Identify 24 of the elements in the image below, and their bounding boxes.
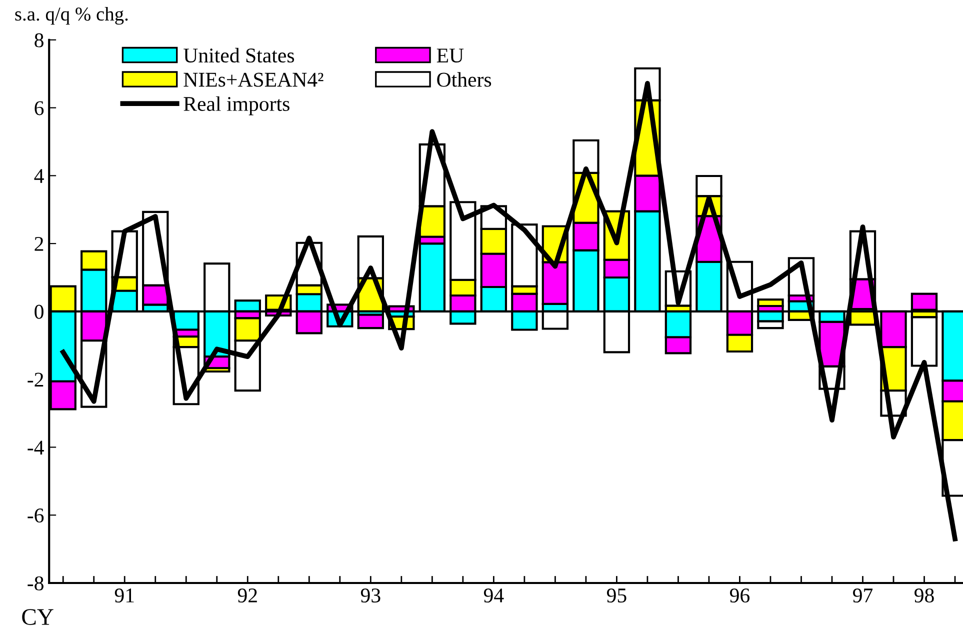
y-axis-title: s.a. q/q % chg.	[15, 6, 128, 25]
x-tick-label: 95	[606, 588, 626, 603]
x-tick-label: 92	[238, 588, 257, 603]
x-tick-label: 93	[360, 588, 380, 603]
y-tick-label: -6	[28, 508, 44, 523]
y-tick-label: 6	[34, 101, 44, 116]
x-tick-label: 96	[730, 588, 750, 603]
legend-label: NIEs+ASEAN4²	[184, 72, 324, 87]
legend-label: Real imports	[184, 96, 290, 116]
x-tick-label: 91	[114, 588, 134, 603]
text: CY	[22, 609, 54, 625]
legend-label: Others	[437, 72, 492, 87]
y-tick-label: 4	[34, 169, 44, 183]
y-tick-label: 8	[34, 33, 44, 48]
x-tick-label: 94	[484, 588, 504, 603]
x-tick-label: 98	[914, 588, 934, 603]
y-tick-label: 2	[34, 236, 44, 251]
legend-label: EU	[436, 48, 464, 63]
y-tick-label: -8	[28, 576, 44, 590]
y-tick-label: 0	[34, 304, 44, 319]
y-tick-label: -4	[28, 440, 44, 454]
x-tick-label: 97	[852, 588, 873, 603]
legend-label: United States	[184, 48, 294, 63]
y-tick-label: -2	[28, 372, 44, 387]
